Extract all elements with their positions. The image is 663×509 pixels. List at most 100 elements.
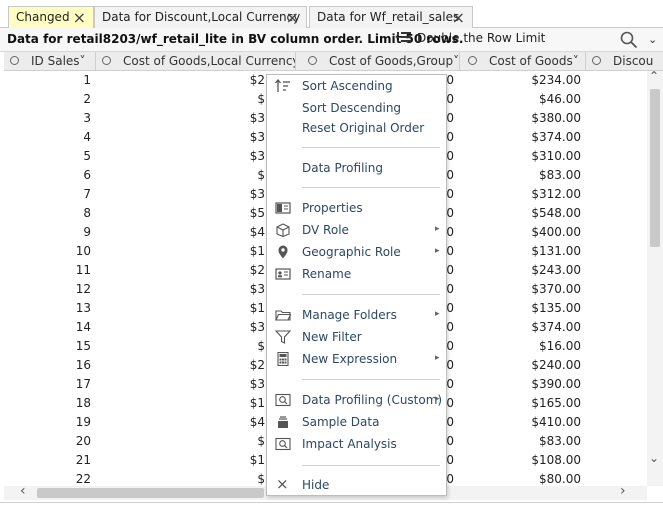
menu-item-data-profiling[interactable]: Data Profiling [267,158,446,178]
cell-cost-local: $1 [249,453,265,467]
cell-id-sales: 17 [75,377,91,391]
cell-cost-local: $ [257,168,265,182]
cell-cost: $135.00 [531,301,581,315]
cell-cost: $310.00 [531,149,581,163]
menu-item-properties[interactable]: Properties [267,198,446,218]
column-context-menu: Sort Ascending Sort Descending Reset Ori… [266,74,447,496]
cell-cost-local: $3 [249,187,265,201]
sample-data-icon [278,416,288,428]
close-icon: × [276,475,289,493]
cell-cost-local: $5 [249,206,265,220]
menu-item-new-filter[interactable]: New Filter [267,327,446,347]
cell-id-sales: 11 [75,263,91,277]
menu-item-dv-role[interactable]: DV Role ▸ [267,220,446,240]
chevron-left-icon[interactable]: ‹ [20,483,26,499]
cell-cost-local: $4 [249,225,265,239]
menu-item-sort-ascending[interactable]: Sort Ascending [267,76,446,96]
column-header-cost-of-goods-local-currency[interactable]: Cost of Goods,Local Currency˅ [96,52,296,70]
menu-item-label: Properties [302,201,363,215]
cell-cost: $243.00 [531,263,581,277]
search-icon[interactable] [620,31,638,49]
close-icon[interactable]: × [72,8,86,27]
menu-separator [302,147,440,148]
tab-changed[interactable]: Changed × [8,6,94,28]
cell-id-sales: 20 [75,434,91,448]
cell-cost: $131.00 [531,244,581,258]
properties-icon [275,202,291,214]
tab-data-for-wf-retail-sales[interactable]: Data for Wf_retail_sales × [309,6,473,28]
cell-cost-local: $2 [249,73,265,87]
cell-id-sales: 7 [83,187,91,201]
menu-item-rename[interactable]: Rename [267,264,446,284]
cell-cost-local: $2 [249,263,265,277]
cell-cost: $240.00 [531,358,581,372]
cell-cost-local: $1 [249,244,265,258]
column-header-discount[interactable]: Discou [586,52,663,70]
submenu-arrow-icon: ▸ [435,246,440,256]
table-row[interactable]: 11 $2 00 $243.00 [4,261,647,280]
chevron-down-icon[interactable]: ⌄ [649,451,660,465]
menu-item-sample-data[interactable]: Sample Data [267,412,446,432]
tab-data-for-discount[interactable]: Data for Discount,Local Currency × [94,6,307,28]
chevron-right-icon[interactable]: › [620,483,626,499]
cube-icon [276,223,290,237]
column-header-cost-of-goods-group[interactable]: Cost of Goods,Group˅ [302,52,460,70]
scrollbar-thumb[interactable] [37,488,264,498]
column-label: ID Sales˅ [31,54,86,68]
radio-icon[interactable] [468,56,477,65]
cell-id-sales: 16 [75,358,91,372]
cell-cost: $410.00 [531,415,581,429]
double-row-limit-label: Double the Row Limit [417,31,546,45]
menu-item-label: Data Profiling [302,161,383,175]
column-header-id-sales[interactable]: ID Sales˅ [4,52,96,70]
menu-item-label: New Expression [302,352,398,366]
table-row[interactable]: 5 $3 00 $310.00 [4,147,647,166]
menu-item-new-expression[interactable]: New Expression ▸ [267,349,446,369]
cell-cost: $80.00 [539,472,581,486]
menu-item-reset-order[interactable]: Reset Original Order [267,118,446,138]
scrollbar-thumb[interactable] [650,89,660,247]
chevron-up-icon[interactable]: ⌃ [649,69,660,83]
menu-item-data-profiling-custom[interactable]: Data Profiling (Custom) ▸ [267,390,446,410]
cell-cost: $108.00 [531,453,581,467]
menu-item-geographic-role[interactable]: Geographic Role ▸ [267,242,446,262]
menu-separator [302,379,440,380]
cell-cost: $83.00 [539,434,581,448]
table-row[interactable]: 13 $1 00 $135.00 [4,299,647,318]
status-strip [0,502,663,509]
cell-cost: $234.00 [531,73,581,87]
close-icon[interactable]: × [451,8,465,27]
column-header-cost-of-goods[interactable]: Cost of Goods˅ [462,52,586,70]
menu-item-manage-folders[interactable]: Manage Folders ▸ [267,305,446,325]
radio-icon[interactable] [102,56,111,65]
cell-id-sales: 15 [75,339,91,353]
menu-item-impact-analysis[interactable]: Impact Analysis [267,434,446,454]
table-row[interactable]: 10 $1 00 $131.00 [4,242,647,261]
impact-analysis-icon [275,437,291,451]
cell-id-sales: 10 [75,244,91,258]
menu-separator [302,294,440,295]
cell-id-sales: 1 [83,73,91,87]
table-row[interactable]: 9 $4 00 $400.00 [4,223,647,242]
menu-item-label: Rename [302,267,352,281]
column-label: Cost of Goods,Group˅ [329,54,460,68]
cell-cost: $83.00 [539,168,581,182]
close-icon[interactable]: × [285,8,299,27]
menu-item-label: New Filter [302,330,362,344]
vertical-scrollbar[interactable]: ⌃ ⌄ [647,69,663,486]
radio-icon[interactable] [308,56,317,65]
tab-label: Data for Wf_retail_sales [317,10,460,24]
radio-icon[interactable] [592,56,601,65]
menu-item-sort-descending[interactable]: Sort Descending [267,98,446,118]
table-row[interactable]: 18 $1 00 $165.00 [4,394,647,413]
calculator-icon [277,352,289,366]
double-row-limit-button[interactable]: Double the Row Limit [397,31,545,49]
chevron-down-icon[interactable]: ⌄ [648,33,658,46]
submenu-arrow-icon: ▸ [435,353,440,363]
filter-icon [275,330,291,344]
radio-icon[interactable] [10,56,19,65]
cell-id-sales: 22 [75,472,91,486]
cell-id-sales: 9 [83,225,91,239]
cell-cost-local: $3 [249,282,265,296]
menu-item-hide[interactable]: × Hide [267,475,446,495]
